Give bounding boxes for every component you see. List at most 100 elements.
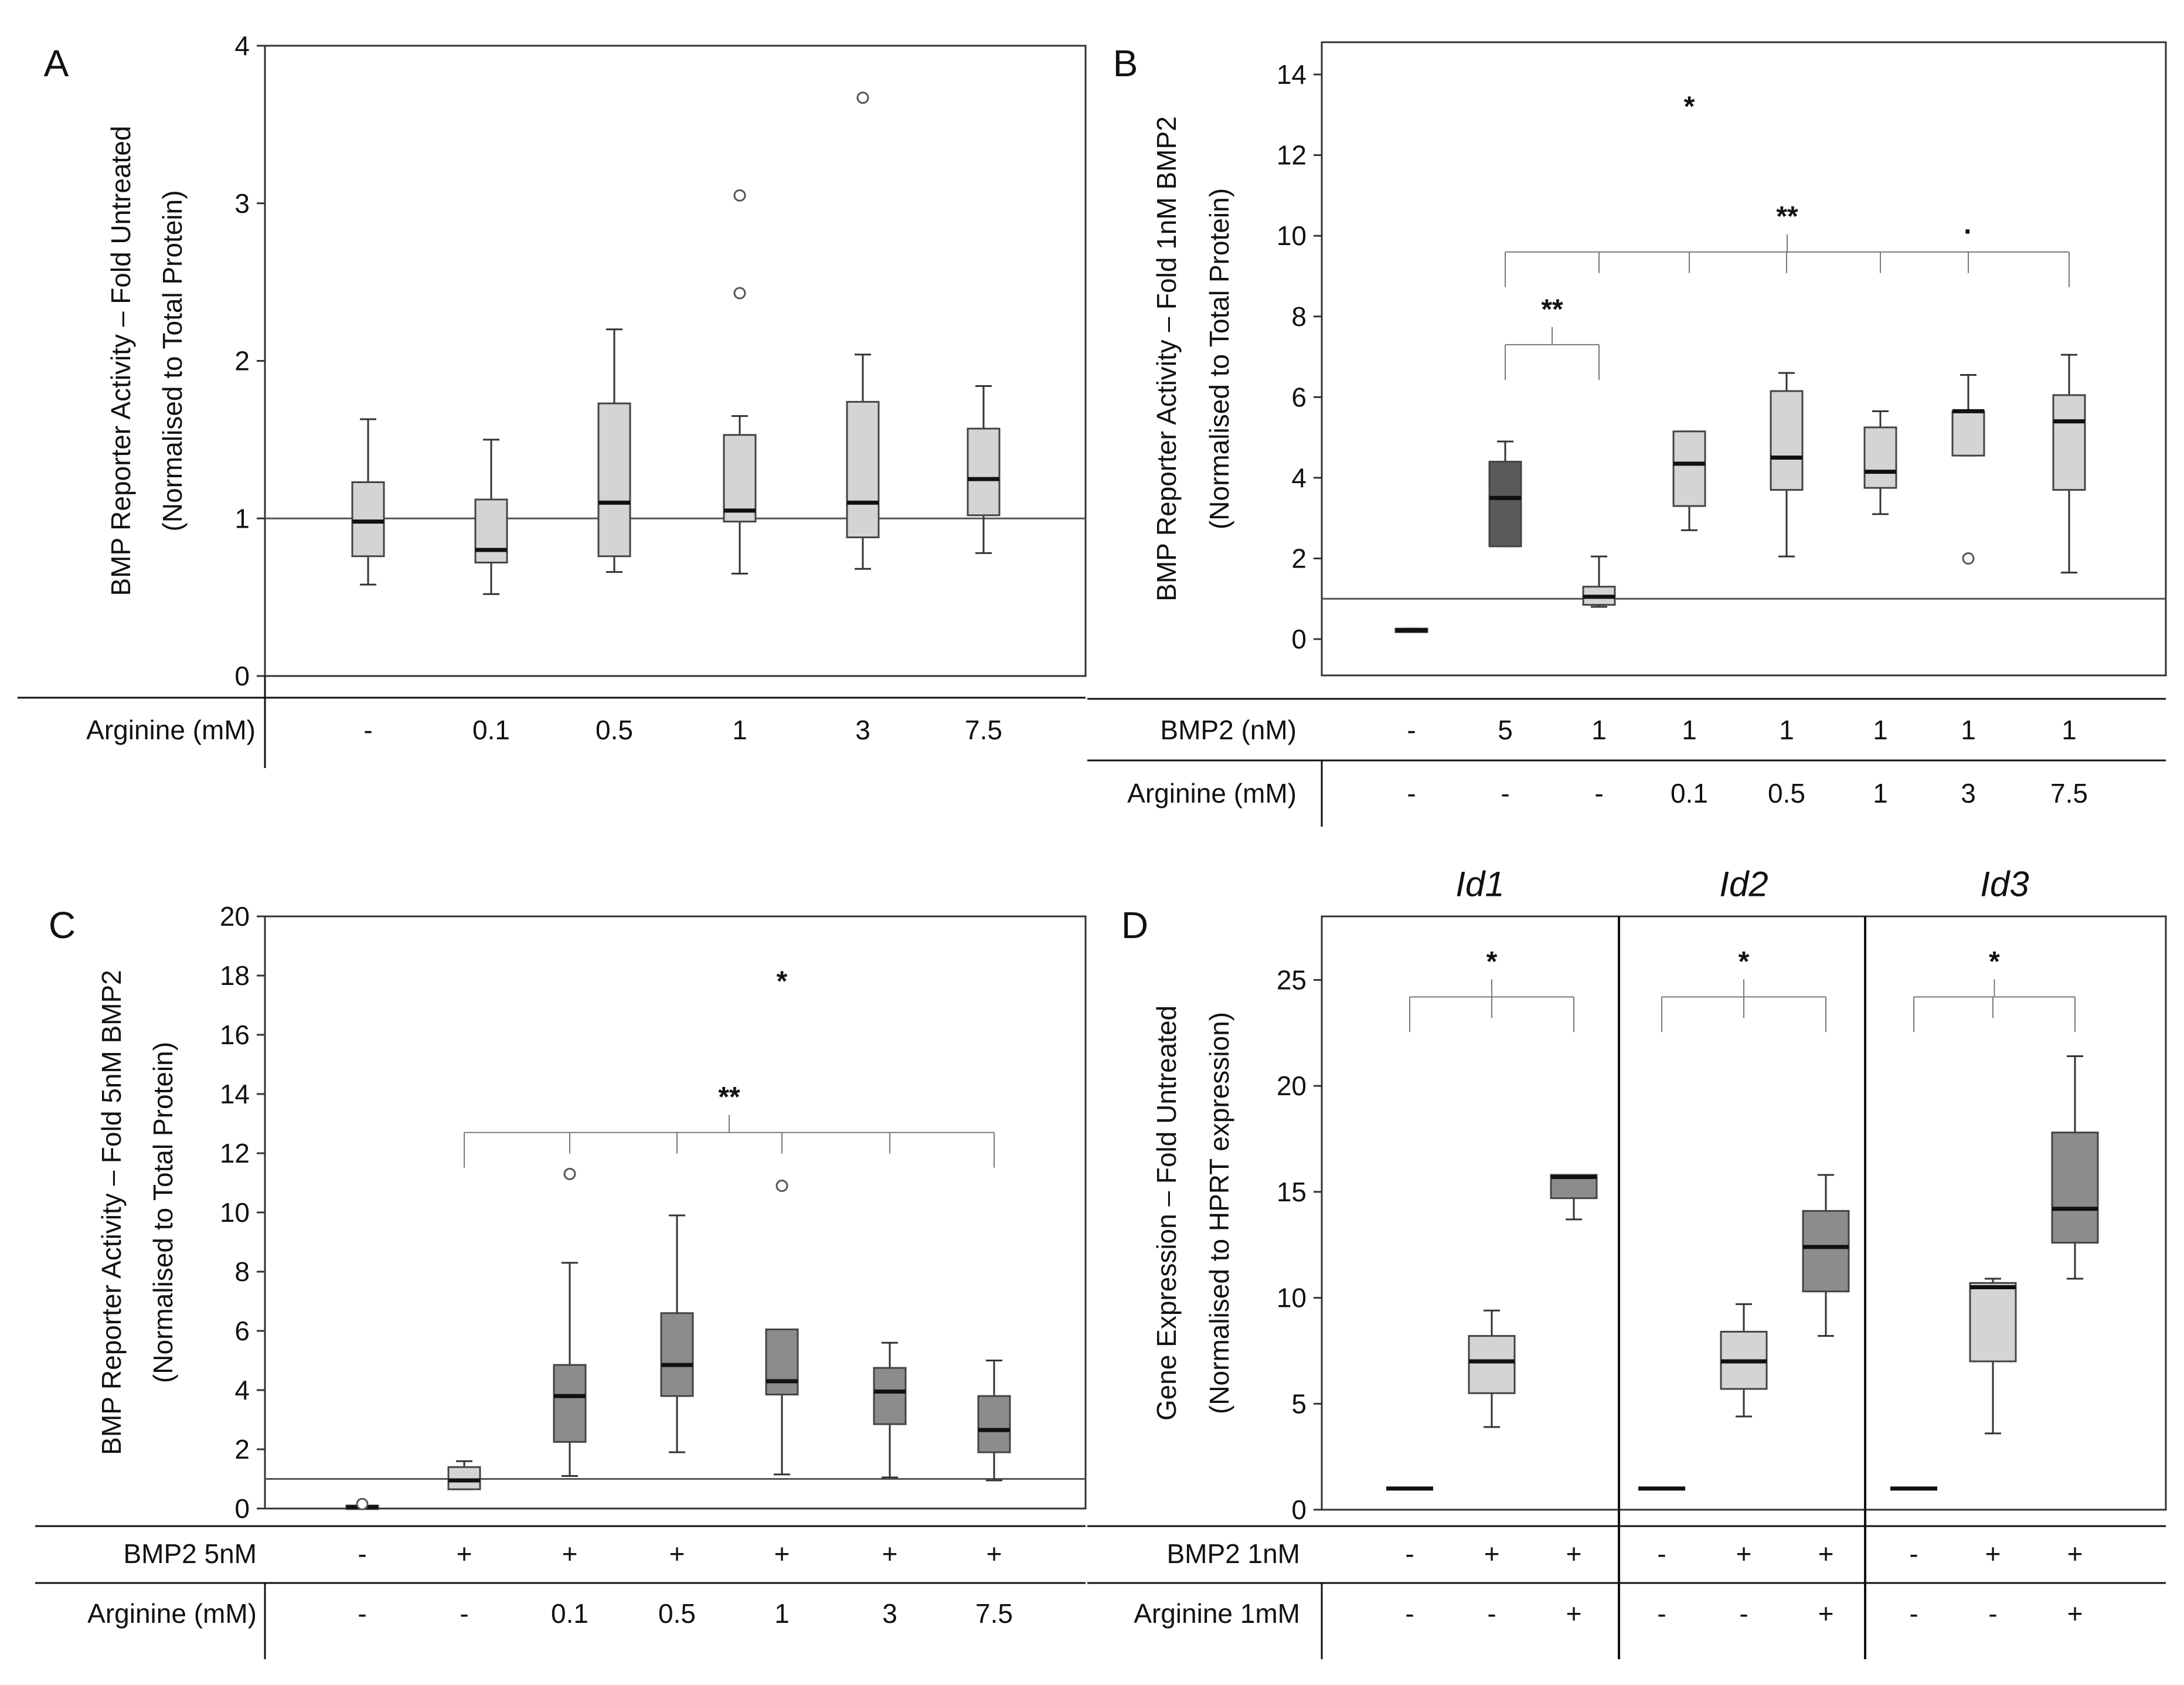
y-tick-label: 8 [234, 1256, 250, 1287]
significance-label: ** [1776, 201, 1798, 232]
box-iqr [1672, 430, 1706, 507]
y-tick-label: 25 [1277, 964, 1307, 995]
box-iqr [1770, 390, 1804, 491]
y-axis-label: BMP Reporter Activity – Fold 1nM BMP2 [1151, 116, 1182, 601]
condition-value: 3 [1961, 778, 1976, 808]
y-tick-label: 4 [1291, 463, 1307, 493]
y-tick-label: 2 [234, 346, 250, 376]
box-outlier [1962, 552, 1975, 565]
condition-value: - [1739, 1598, 1748, 1629]
condition-value: - [1487, 1598, 1496, 1629]
plot-frame-b [1321, 41, 2167, 677]
condition-value: + [774, 1538, 790, 1569]
box-iqr [846, 400, 880, 538]
significance-label: * [1486, 946, 1498, 977]
condition-value: + [1985, 1538, 2001, 1569]
y-axis-label-sub: (Normalised to Total Protein) [1204, 188, 1234, 529]
row-label: Arginine (mM) [86, 715, 256, 745]
condition-value: - [460, 1598, 468, 1629]
plot-frame-c [264, 915, 1087, 1510]
plot-frame-d [1321, 915, 2167, 1511]
box-iqr [1863, 426, 1897, 489]
condition-value: - [1657, 1598, 1666, 1629]
y-tick-label: 4 [234, 30, 250, 61]
condition-value: - [1594, 778, 1603, 808]
y-axis-label: BMP Reporter Activity – Fold 5nM BMP2 [96, 970, 127, 1455]
condition-value: 7.5 [975, 1598, 1013, 1629]
y-tick-label: 12 [220, 1138, 250, 1168]
y-tick-label: 14 [220, 1079, 250, 1109]
condition-value: - [358, 1598, 366, 1629]
y-axis-label-sub: (Normalised to HPRT expression) [1204, 1012, 1234, 1414]
y-tick-label: 14 [1277, 59, 1307, 90]
box-iqr [2052, 394, 2086, 491]
significance-label: * [1739, 946, 1750, 977]
y-tick-label: 16 [220, 1020, 250, 1050]
box-iqr [723, 434, 757, 523]
condition-value: + [562, 1538, 578, 1569]
condition-value: 3 [855, 715, 870, 745]
condition-value: + [1484, 1538, 1500, 1569]
y-tick-label: 20 [220, 901, 250, 932]
condition-value: + [882, 1538, 898, 1569]
y-tick-label: 18 [220, 960, 250, 991]
box-outlier [563, 1167, 576, 1180]
row-label: Arginine (mM) [87, 1598, 257, 1629]
condition-value: 0.5 [1768, 778, 1805, 808]
box-iqr [967, 427, 1001, 517]
panel-letter-c: C [49, 904, 76, 946]
row-label: BMP2 (nM) [1160, 715, 1297, 745]
y-axis-label-sub: (Normalised to Total Protein) [157, 190, 188, 531]
condition-value: 1 [732, 715, 747, 745]
box-iqr [977, 1395, 1011, 1453]
y-tick-label: 10 [220, 1197, 250, 1228]
box-outlier [856, 91, 869, 104]
condition-value: - [1405, 1598, 1414, 1629]
y-tick-label: 15 [1277, 1177, 1307, 1207]
box-outlier [356, 1497, 369, 1510]
condition-value: 1 [1961, 715, 1976, 745]
condition-value: 0.5 [658, 1598, 696, 1629]
condition-value: 5 [1498, 715, 1513, 745]
y-axis-label-sub: (Normalised to Total Protein) [148, 1042, 178, 1383]
condition-value: 0.1 [1671, 778, 1708, 808]
box-iqr [2051, 1132, 2099, 1244]
condition-value: - [1909, 1598, 1918, 1629]
y-tick-label: 10 [1277, 220, 1307, 251]
gene-label-id2: Id2 [1719, 865, 1768, 904]
condition-value: + [1566, 1538, 1582, 1569]
row-label: Arginine 1mM [1134, 1598, 1300, 1629]
condition-value: 0.1 [472, 715, 510, 745]
plot-frame-a [264, 45, 1087, 677]
condition-value: + [986, 1538, 1002, 1569]
condition-value: - [358, 1538, 366, 1569]
y-tick-label: 4 [234, 1375, 250, 1405]
box-iqr [553, 1364, 587, 1443]
panel-letter-a: A [44, 42, 69, 84]
box-iqr [351, 481, 385, 558]
box-iqr [474, 498, 508, 563]
condition-value: 1 [1682, 715, 1697, 745]
box-iqr [447, 1466, 481, 1490]
y-tick-label: 2 [234, 1434, 250, 1465]
condition-value: 1 [2061, 715, 2077, 745]
condition-value: - [1405, 1538, 1414, 1569]
y-tick-label: 3 [234, 188, 250, 219]
condition-value: 1 [1873, 778, 1888, 808]
condition-value: - [1988, 1598, 1997, 1629]
condition-value: 1 [1591, 715, 1607, 745]
condition-value: 0.1 [551, 1598, 588, 1629]
y-tick-label: 12 [1277, 140, 1307, 171]
y-tick-label: 6 [234, 1316, 250, 1346]
significance-label: ** [718, 1082, 740, 1113]
annotation-mark: * [1684, 91, 1695, 123]
box-outlier [733, 189, 746, 202]
row-label: Arginine (mM) [1127, 778, 1297, 808]
gene-label-id1: Id1 [1455, 865, 1504, 904]
condition-value: 1 [774, 1598, 790, 1629]
condition-value: - [1501, 778, 1509, 808]
condition-value: + [669, 1538, 685, 1569]
row-label: BMP2 1nM [1166, 1538, 1300, 1569]
condition-value: 0.5 [596, 715, 633, 745]
